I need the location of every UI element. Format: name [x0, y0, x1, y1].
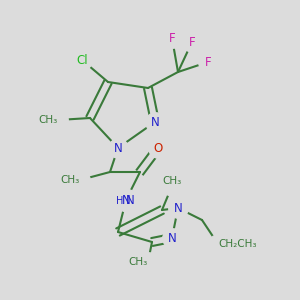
Text: CH₃: CH₃	[39, 115, 58, 125]
Text: N: N	[122, 194, 130, 206]
Text: N: N	[126, 194, 134, 206]
Text: H: H	[116, 196, 124, 206]
Text: CH₂CH₃: CH₂CH₃	[218, 239, 256, 249]
Text: F: F	[169, 32, 175, 44]
Text: F: F	[189, 35, 195, 49]
Text: Cl: Cl	[76, 53, 88, 67]
Text: N: N	[151, 116, 159, 128]
Text: CH₃: CH₃	[162, 176, 182, 186]
Text: N: N	[168, 232, 176, 244]
Text: CH₃: CH₃	[129, 257, 148, 267]
Text: CH₃: CH₃	[61, 175, 80, 185]
Text: O: O	[153, 142, 163, 154]
Text: N: N	[174, 202, 182, 214]
Text: F: F	[205, 56, 211, 68]
Text: N: N	[114, 142, 122, 154]
